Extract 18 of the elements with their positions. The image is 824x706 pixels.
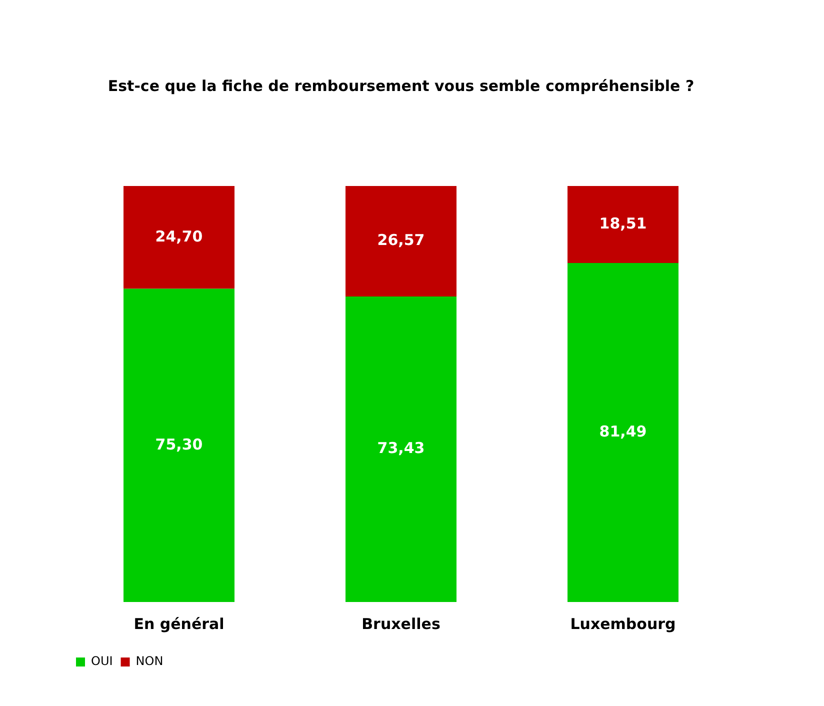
bar xyxy=(346,296,456,602)
x-tick-label: Luxembourg xyxy=(570,614,676,633)
bar xyxy=(124,288,234,602)
chart-title: Est-ce que la fiche de remboursement vous semble compréhensible ? xyxy=(108,76,694,95)
x-tick-label: Bruxelles xyxy=(362,614,440,633)
data-label: 73,43 xyxy=(377,439,425,458)
data-label: 75,30 xyxy=(155,435,203,454)
data-label: 26,57 xyxy=(377,231,425,250)
bar xyxy=(568,186,678,263)
legend-label: OUI xyxy=(91,654,113,668)
bar xyxy=(568,263,678,602)
data-label: 81,49 xyxy=(599,422,647,440)
data-label: 18,51 xyxy=(599,214,647,232)
x-tick-label: En général xyxy=(134,614,224,633)
bar xyxy=(124,186,234,289)
bar xyxy=(346,186,456,297)
data-label: 24,70 xyxy=(155,227,203,246)
legend-label: NON xyxy=(136,654,164,668)
